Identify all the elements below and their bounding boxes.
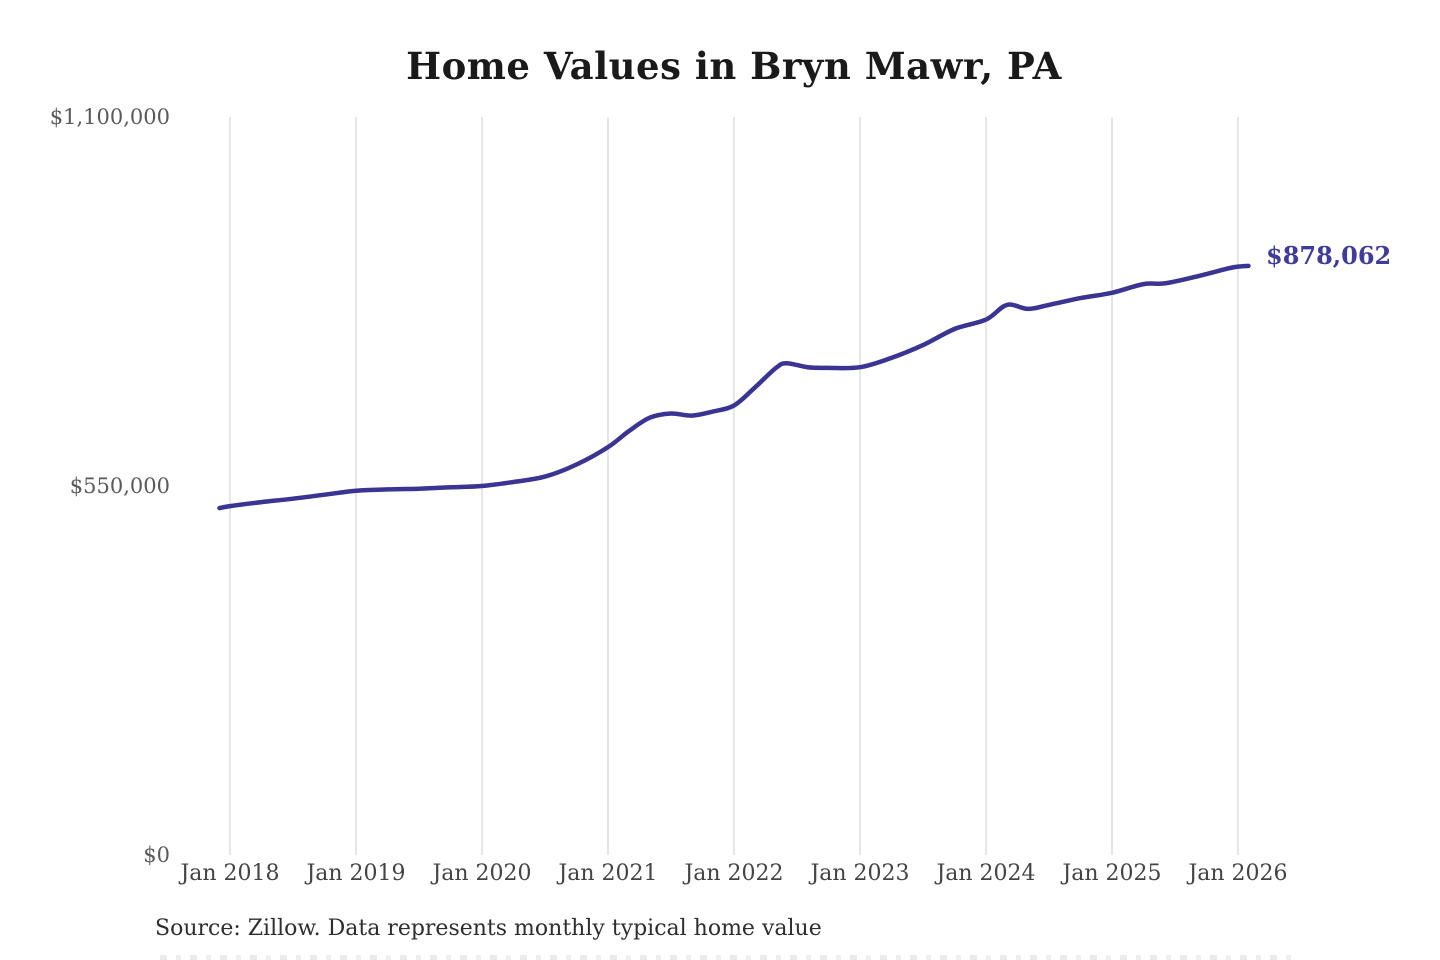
- line-end-value-label: $878,062: [1266, 241, 1392, 270]
- x-axis-tick-label: Jan 2024: [936, 861, 1036, 886]
- y-axis-tick-label: $0: [143, 843, 170, 867]
- y-axis-tick-label: $1,100,000: [49, 105, 170, 129]
- home-value-line: [217, 263, 1251, 511]
- x-axis-tick-label: Jan 2022: [684, 861, 784, 886]
- x-axis-tick-label: Jan 2026: [1188, 861, 1288, 886]
- x-axis-tick-label: Jan 2023: [810, 861, 910, 886]
- cropped-text-remnant: [160, 955, 1300, 960]
- x-axis-tick-label: Jan 2019: [306, 861, 406, 886]
- y-axis-tick-label: $550,000: [69, 474, 170, 498]
- chart-title: Home Values in Bryn Mawr, PA: [406, 44, 1062, 88]
- x-axis-tick-label: Jan 2021: [558, 861, 658, 886]
- source-attribution: Source: Zillow. Data represents monthly …: [155, 916, 822, 941]
- x-axis-tick-label: Jan 2025: [1062, 861, 1162, 886]
- x-axis-tick-label: Jan 2020: [432, 861, 532, 886]
- x-axis-tick-label: Jan 2018: [180, 861, 280, 886]
